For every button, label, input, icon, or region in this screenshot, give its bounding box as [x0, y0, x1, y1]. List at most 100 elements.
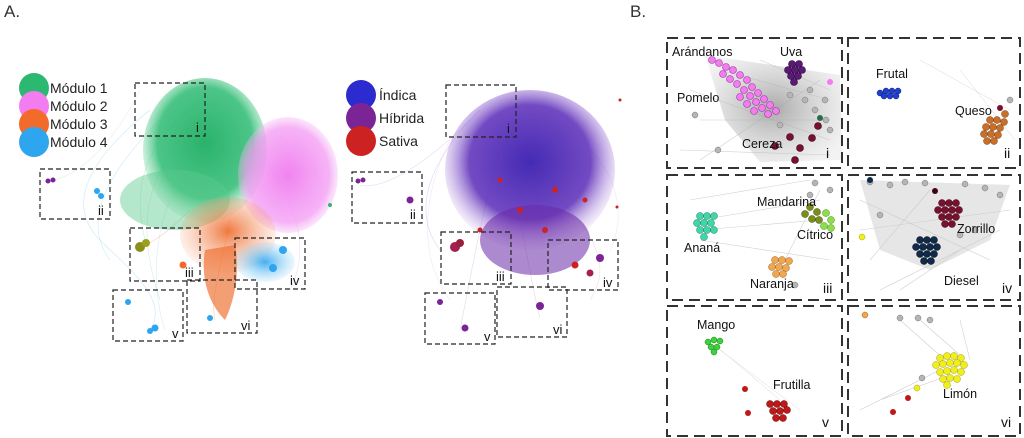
- cluster-points-frutal: [876, 87, 902, 100]
- cluster-label-naranja: Naranja: [750, 277, 794, 291]
- cluster-label-anana: Ananá: [684, 241, 721, 255]
- zoom-panel-iv: [858, 177, 1011, 291]
- zoom-panel-v: [704, 336, 801, 422]
- region-label-iv-types: iv: [603, 275, 613, 290]
- region-label-v-types: v: [484, 329, 491, 344]
- zoom-roman-ii: ii: [1004, 145, 1011, 161]
- network-types: [346, 80, 622, 345]
- cluster-label-frutilla: Frutilla: [773, 378, 811, 392]
- zoom-panel-ii: [876, 59, 1016, 145]
- zoom-frame-iii: [666, 174, 843, 301]
- cluster-points-diesel: [912, 236, 941, 265]
- region-label-i: i: [196, 120, 199, 135]
- cluster-points-queso: [980, 110, 1009, 145]
- module-points: [45, 177, 332, 334]
- legend-label-module-2: Módulo 2: [50, 98, 108, 114]
- legend-swatch-module-4: [19, 127, 49, 157]
- region-label-i-types: i: [507, 121, 510, 136]
- cluster-label-frutal: Frutal: [876, 67, 908, 81]
- cluster-label-queso: Queso: [955, 104, 992, 118]
- zoom-frame-ii: [847, 37, 1021, 169]
- network-modules: [19, 73, 338, 342]
- cluster-points-limon: [932, 352, 968, 389]
- cluster-label-arandanos: Arándanos: [672, 45, 733, 59]
- legend-label-module-3: Módulo 3: [50, 116, 108, 132]
- panel-letter-a: A.: [4, 2, 21, 21]
- region-label-ii: ii: [98, 203, 104, 218]
- region-label-v: v: [172, 326, 179, 341]
- region-label-vi: vi: [241, 318, 251, 333]
- region-box-v-types: [424, 292, 496, 345]
- region-box-ii: [39, 168, 111, 220]
- zoom-roman-vi: vi: [1001, 414, 1012, 430]
- legend-swatch-hibrida: [346, 103, 376, 133]
- region-box-v: [112, 289, 184, 342]
- cluster-points-mango: [704, 336, 724, 356]
- zoom-grid: [666, 37, 1021, 437]
- region-box-ii-types: [351, 171, 423, 224]
- cluster-label-zorrillo: Zorrillo: [957, 222, 996, 236]
- cluster-points-arandanos: [708, 56, 780, 118]
- legend-swatch-sativa: [346, 126, 376, 156]
- cluster-points-anana: [693, 212, 718, 241]
- zoom-panel-i: [679, 55, 842, 164]
- zoom-roman-v: v: [822, 414, 829, 430]
- cluster-label-pomelo: Pomelo: [677, 91, 720, 105]
- cluster-label-mango: Mango: [697, 318, 736, 332]
- region-box-iii: [129, 227, 201, 282]
- region-box-i-types: [445, 84, 517, 138]
- cluster-points-cereza: [771, 122, 822, 164]
- zoom-roman-i: i: [826, 145, 830, 161]
- zoom-panel-iii: [689, 179, 835, 289]
- types-lower-cloud: [480, 205, 590, 275]
- module-2-cloud: [238, 117, 338, 233]
- type-points: [355, 98, 622, 332]
- region-boxes-a: [39, 82, 306, 342]
- cluster-points-naranja: [768, 256, 793, 278]
- legend-label-module-1: Módulo 1: [50, 80, 108, 96]
- zoom-frame-v: [666, 305, 843, 437]
- zoom-frame-iv: [847, 174, 1021, 301]
- module-1-cloud: [143, 78, 267, 222]
- zoom-frame-vi: [847, 305, 1021, 437]
- region-box-vi: [186, 279, 258, 334]
- cluster-points-uva: [784, 60, 806, 86]
- cluster-points-gray: [691, 86, 834, 154]
- cluster-label-mandarina: Mandarina: [757, 195, 817, 209]
- legend-swatch-indica: [346, 80, 376, 110]
- cluster-points-frutilla: [766, 400, 791, 422]
- region-box-iii-types: [440, 231, 512, 285]
- zoom-roman-iii: iii: [823, 280, 833, 296]
- region-box-i: [134, 82, 206, 137]
- region-box-iv: [234, 237, 306, 290]
- region-boxes-b: [351, 84, 619, 345]
- cluster-label-cereza: Cereza: [742, 137, 783, 151]
- region-label-iii-types: iii: [496, 269, 505, 284]
- zoom-frame-i: [666, 37, 843, 169]
- region-box-vi-types: [496, 286, 568, 338]
- legend-modules: [19, 73, 49, 157]
- legend-types: [346, 80, 376, 156]
- legend-label-indica: Índica: [379, 87, 417, 103]
- zoom-panel-frames: [666, 37, 1021, 437]
- cluster-label-limon: Limón: [943, 387, 978, 401]
- zoom-panel-vi: [859, 311, 971, 415]
- cluster-points-mandarina: [801, 203, 823, 224]
- legend-label-hibrida: Híbrida: [379, 110, 425, 126]
- legend-label-module-4: Módulo 4: [50, 134, 108, 150]
- region-label-iv: iv: [290, 273, 300, 288]
- legend-label-sativa: Sativa: [379, 133, 418, 149]
- region-box-iv-types: [547, 239, 619, 291]
- region-label-vi-types: vi: [553, 322, 563, 337]
- module-3-tail: [203, 245, 237, 320]
- panel-letter-b: B.: [630, 2, 647, 21]
- region-label-iii: iii: [185, 265, 194, 280]
- cluster-label-diesel: Diesel: [944, 274, 979, 288]
- cluster-label-uva: Uva: [780, 45, 803, 59]
- cluster-points-citrico: [820, 209, 835, 232]
- zoom-roman-iv: iv: [1002, 280, 1013, 296]
- region-label-ii-types: ii: [410, 207, 416, 222]
- cluster-points-zorrillo: [934, 199, 963, 228]
- types-core-cloud: [445, 90, 615, 250]
